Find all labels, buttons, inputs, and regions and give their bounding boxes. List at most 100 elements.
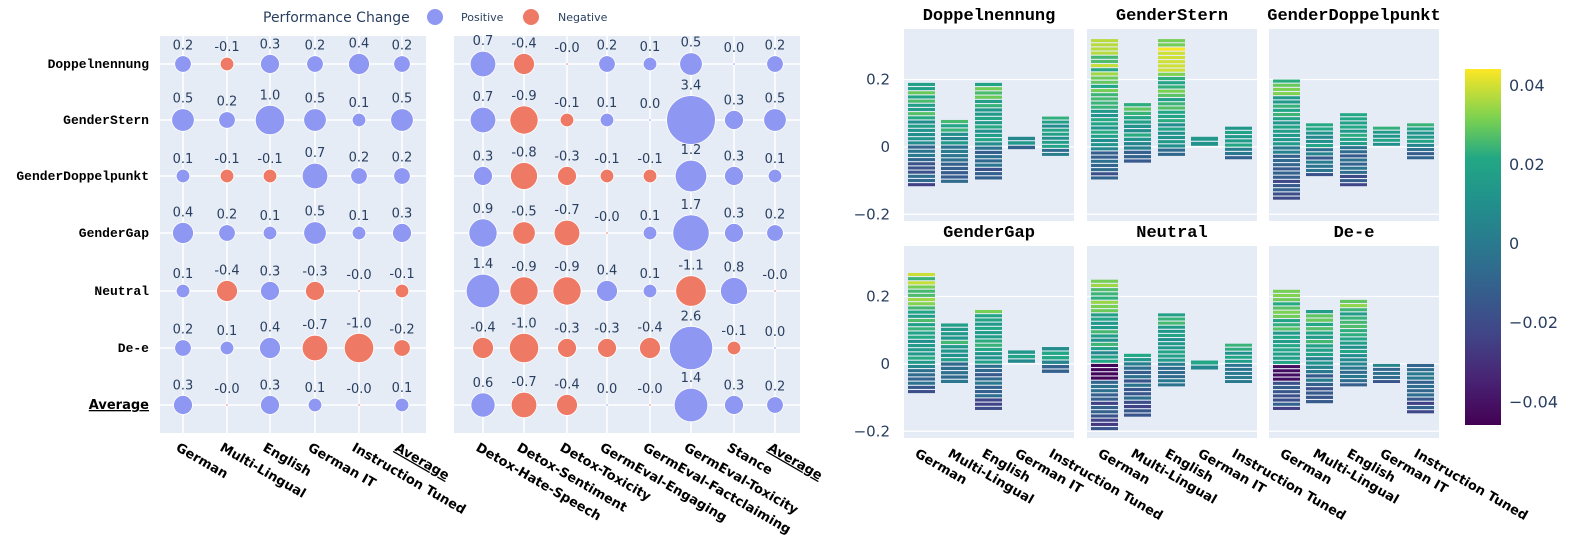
bubble-point bbox=[174, 339, 192, 357]
bar-segment bbox=[1124, 353, 1151, 357]
bar-segment bbox=[1091, 393, 1118, 397]
bubble-point bbox=[553, 219, 581, 247]
bar-segment bbox=[1225, 363, 1252, 367]
bar-segment bbox=[1091, 363, 1118, 367]
bubble-point bbox=[301, 334, 329, 362]
bar-segment bbox=[975, 133, 1002, 138]
bar-segment bbox=[1340, 137, 1367, 141]
column-label: Average bbox=[765, 440, 825, 483]
bar-segment bbox=[1091, 55, 1118, 59]
bar-segment bbox=[1091, 317, 1118, 321]
bar-segment bbox=[975, 356, 1002, 360]
bubble-chart: Doppelnennung GenderStern GenderDoppelpunk… bbox=[16, 34, 824, 537]
bar-segment bbox=[941, 162, 968, 166]
bubble-point bbox=[301, 162, 329, 190]
bar-segment bbox=[908, 335, 935, 339]
bar-segment bbox=[1273, 289, 1300, 293]
bar-segment bbox=[1273, 87, 1300, 91]
bubble-value-label: 0.2 bbox=[765, 380, 786, 395]
bar-segment bbox=[908, 327, 935, 331]
bar-segment bbox=[1340, 162, 1367, 166]
bar-segment bbox=[1306, 382, 1333, 387]
bubble-value-label: -0.8 bbox=[511, 146, 536, 161]
bar-segment bbox=[1340, 117, 1367, 121]
bubble-point bbox=[724, 223, 744, 243]
bar-segment bbox=[1306, 344, 1333, 348]
bar-segment bbox=[1124, 358, 1151, 362]
bar-segment bbox=[1340, 304, 1367, 308]
bar-segment bbox=[1042, 144, 1069, 148]
bar-segment bbox=[1273, 298, 1300, 302]
bar-segment bbox=[1306, 314, 1333, 318]
bar-segment bbox=[1158, 375, 1185, 379]
bubble-value-label: 0.2 bbox=[392, 151, 413, 166]
bar-segment bbox=[1091, 101, 1118, 105]
bubble-value-label: -0.3 bbox=[302, 265, 327, 280]
bar-segment bbox=[1306, 357, 1333, 361]
bubble-value-label: -0.9 bbox=[554, 260, 579, 275]
bubble-panel-bg bbox=[160, 36, 426, 433]
bar-segment bbox=[1158, 313, 1185, 317]
bar-segment bbox=[1225, 359, 1252, 363]
bar-segment bbox=[1091, 47, 1118, 51]
subplot-title: De-e bbox=[1334, 224, 1375, 243]
bar-segment bbox=[908, 289, 935, 293]
bar-segment bbox=[1273, 196, 1300, 200]
bubble-value-label: 0.4 bbox=[597, 264, 618, 279]
bubble-value-label: 1.0 bbox=[260, 88, 281, 103]
bubble-value-label: 0.1 bbox=[349, 209, 370, 224]
bar-segment bbox=[1124, 133, 1151, 137]
bubble-point bbox=[596, 280, 618, 302]
bar-segment bbox=[908, 285, 935, 289]
bubble-point bbox=[351, 225, 367, 241]
bar-segment bbox=[1273, 398, 1300, 402]
bubble-value-label: -0.7 bbox=[511, 375, 536, 390]
bar-segment bbox=[1306, 123, 1333, 127]
bubble-value-label: -0.3 bbox=[554, 322, 579, 337]
bar-segment bbox=[1124, 111, 1151, 115]
bubble-point bbox=[648, 403, 652, 407]
bubble-point bbox=[305, 281, 325, 301]
bubble-panel-bg bbox=[454, 36, 800, 433]
bubble-point bbox=[674, 159, 708, 193]
bar-segment bbox=[1191, 365, 1218, 370]
bar-segment bbox=[941, 332, 968, 336]
bar-segment bbox=[1091, 368, 1118, 372]
bubble-value-label: 0.0 bbox=[765, 325, 786, 340]
bar-segment bbox=[975, 352, 1002, 356]
legend: Performance Change Positive Negative bbox=[263, 9, 608, 26]
bar-segment bbox=[908, 174, 935, 178]
bar-segment bbox=[1091, 89, 1118, 93]
bubble-value-label: -0.4 bbox=[511, 37, 536, 52]
bar-segment bbox=[1340, 354, 1367, 358]
bar-segment bbox=[1124, 129, 1151, 133]
legend-negative-marker bbox=[523, 9, 539, 25]
bar-segment bbox=[1158, 329, 1185, 333]
bubble-point bbox=[262, 168, 278, 184]
bar-segment bbox=[908, 352, 935, 356]
bubble-value-label: 0.8 bbox=[724, 261, 745, 276]
bar-segment bbox=[1306, 318, 1333, 322]
bar-segment bbox=[1273, 158, 1300, 163]
bar-segment bbox=[975, 406, 1002, 410]
bar-segment bbox=[908, 373, 935, 377]
bar-segment bbox=[941, 132, 968, 136]
bar-segment bbox=[1306, 310, 1333, 314]
bar-segment bbox=[1124, 387, 1151, 392]
bar-segment bbox=[1091, 76, 1118, 80]
bar-segment bbox=[1407, 376, 1434, 380]
bar-segment bbox=[975, 172, 1002, 176]
bubble-point bbox=[510, 391, 538, 419]
bar-segment bbox=[975, 368, 1002, 373]
bubble-value-label: 0.1 bbox=[260, 209, 281, 224]
bar-segment bbox=[1273, 146, 1300, 150]
bar-segment bbox=[1306, 135, 1333, 139]
bar-segment bbox=[1124, 362, 1151, 366]
bar-segment bbox=[1158, 102, 1185, 106]
bubble-point bbox=[357, 289, 361, 293]
bar-segment bbox=[1340, 370, 1367, 374]
bar-segment bbox=[908, 162, 935, 166]
bar-segment bbox=[1306, 131, 1333, 135]
bar-segment bbox=[1407, 380, 1434, 384]
bar-segment bbox=[1273, 377, 1300, 381]
